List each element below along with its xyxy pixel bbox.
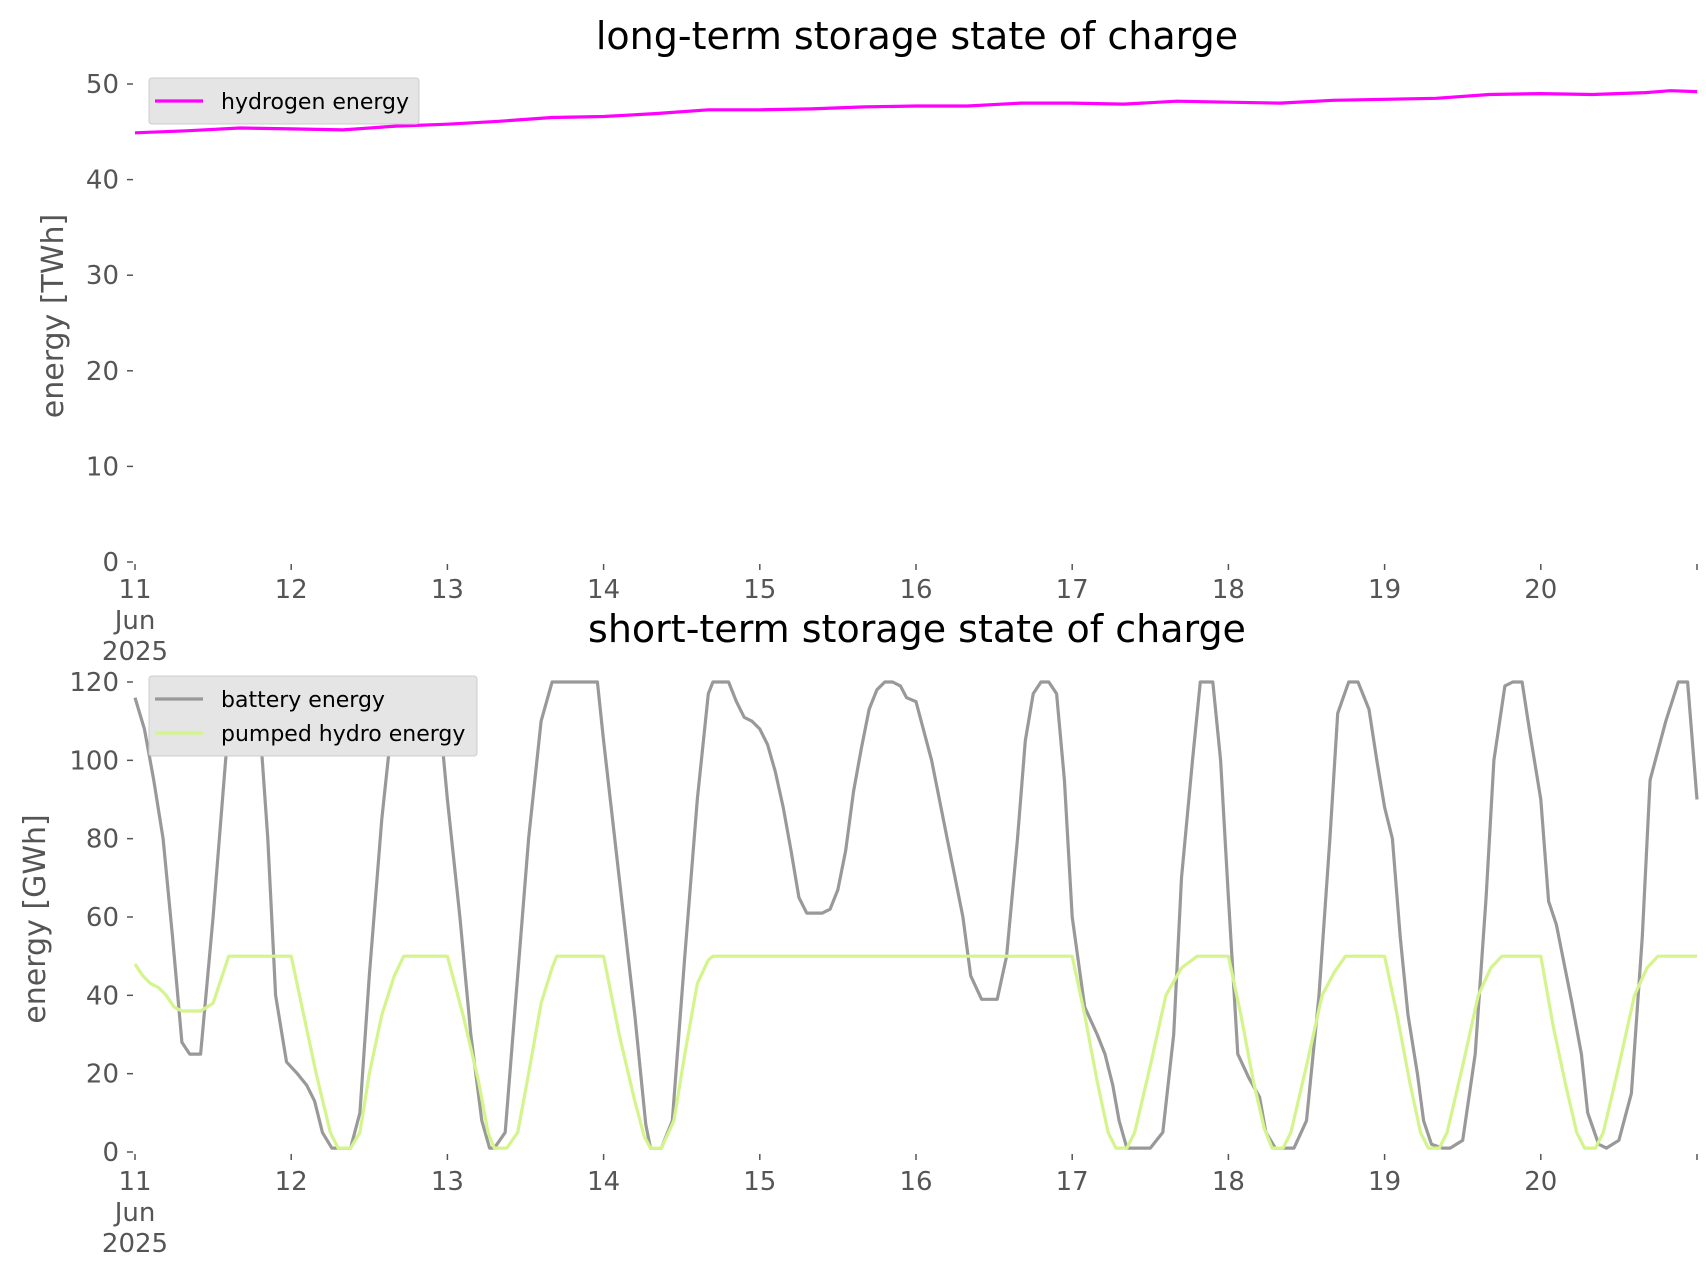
x-tick-label: 15 bbox=[743, 1167, 776, 1197]
x-tick-label: 18 bbox=[1212, 575, 1245, 605]
legend-box bbox=[148, 675, 478, 757]
legend-label: pumped hydro energy bbox=[221, 722, 465, 747]
y-tick-label: 100 bbox=[69, 746, 119, 776]
y-tick-label: 20 bbox=[86, 357, 119, 387]
x-tick-label: 12 bbox=[275, 1167, 308, 1197]
legend-label: battery energy bbox=[221, 688, 385, 713]
chart-title: short-term storage state of charge bbox=[588, 607, 1246, 651]
legend-0: hydrogen energy bbox=[148, 77, 420, 125]
y-axis-label: energy [TWh] bbox=[36, 214, 71, 418]
y-tick-label: 30 bbox=[86, 261, 119, 291]
x-tick-label: 14 bbox=[587, 1167, 620, 1197]
x-tick-label: 11 Jun 2025 bbox=[102, 1167, 168, 1259]
axes-0: 0 10 20 30 40 50 11 Jun 2025 12 13 14 15 16 17 18 19 20 bbox=[86, 70, 1698, 667]
series-line-hydrogen-energy bbox=[134, 89, 1698, 135]
chart-title: long-term storage state of charge bbox=[596, 14, 1238, 58]
x-tick-label: 14 bbox=[587, 575, 620, 605]
short-term-storage-chart: short-term storage state of charge energ… bbox=[18, 607, 1699, 1259]
axes-1: 0 20 40 60 80 100 120 11 Jun 2025 12 13 14 15 16 17 18 19… bbox=[69, 668, 1698, 1259]
x-tick-label: 18 bbox=[1212, 1167, 1245, 1197]
x-tick-label: 11 Jun 2025 bbox=[102, 575, 168, 667]
x-tick-label: 16 bbox=[899, 575, 932, 605]
series-line-pumped-hydro-energy bbox=[133, 954, 1697, 1150]
y-tick-label: 40 bbox=[86, 166, 119, 196]
x-tick-label: 15 bbox=[743, 575, 776, 605]
x-tick-label: 19 bbox=[1368, 1167, 1401, 1197]
legend-1: battery energy pumped hydro energy bbox=[148, 675, 478, 757]
x-tick-label: 13 bbox=[431, 575, 464, 605]
y-tick-label: 80 bbox=[86, 825, 119, 855]
x-tick-label: 12 bbox=[275, 575, 308, 605]
x-tick-label: 16 bbox=[899, 1167, 932, 1197]
x-tick-label: 13 bbox=[431, 1167, 464, 1197]
y-tick-label: 40 bbox=[86, 981, 119, 1011]
plot-lines-0 bbox=[134, 89, 1698, 135]
y-tick-label: 20 bbox=[86, 1060, 119, 1090]
x-tick-label: 20 bbox=[1524, 1167, 1557, 1197]
x-tick-label: 17 bbox=[1056, 575, 1089, 605]
y-axis-label: energy [GWh] bbox=[18, 814, 53, 1023]
long-term-storage-chart: long-term storage state of charge energy… bbox=[36, 14, 1698, 667]
y-tick-label: 0 bbox=[102, 1138, 119, 1168]
x-tick-label: 19 bbox=[1368, 575, 1401, 605]
legend-box bbox=[148, 77, 420, 125]
x-tick-label: 17 bbox=[1056, 1167, 1089, 1197]
y-tick-label: 120 bbox=[69, 668, 119, 698]
legend-label: hydrogen energy bbox=[221, 90, 409, 115]
y-tick-label: 0 bbox=[102, 548, 119, 578]
y-tick-label: 60 bbox=[86, 903, 119, 933]
y-tick-label: 50 bbox=[86, 70, 119, 100]
x-tick-label: 20 bbox=[1524, 575, 1557, 605]
y-tick-label: 10 bbox=[86, 452, 119, 482]
